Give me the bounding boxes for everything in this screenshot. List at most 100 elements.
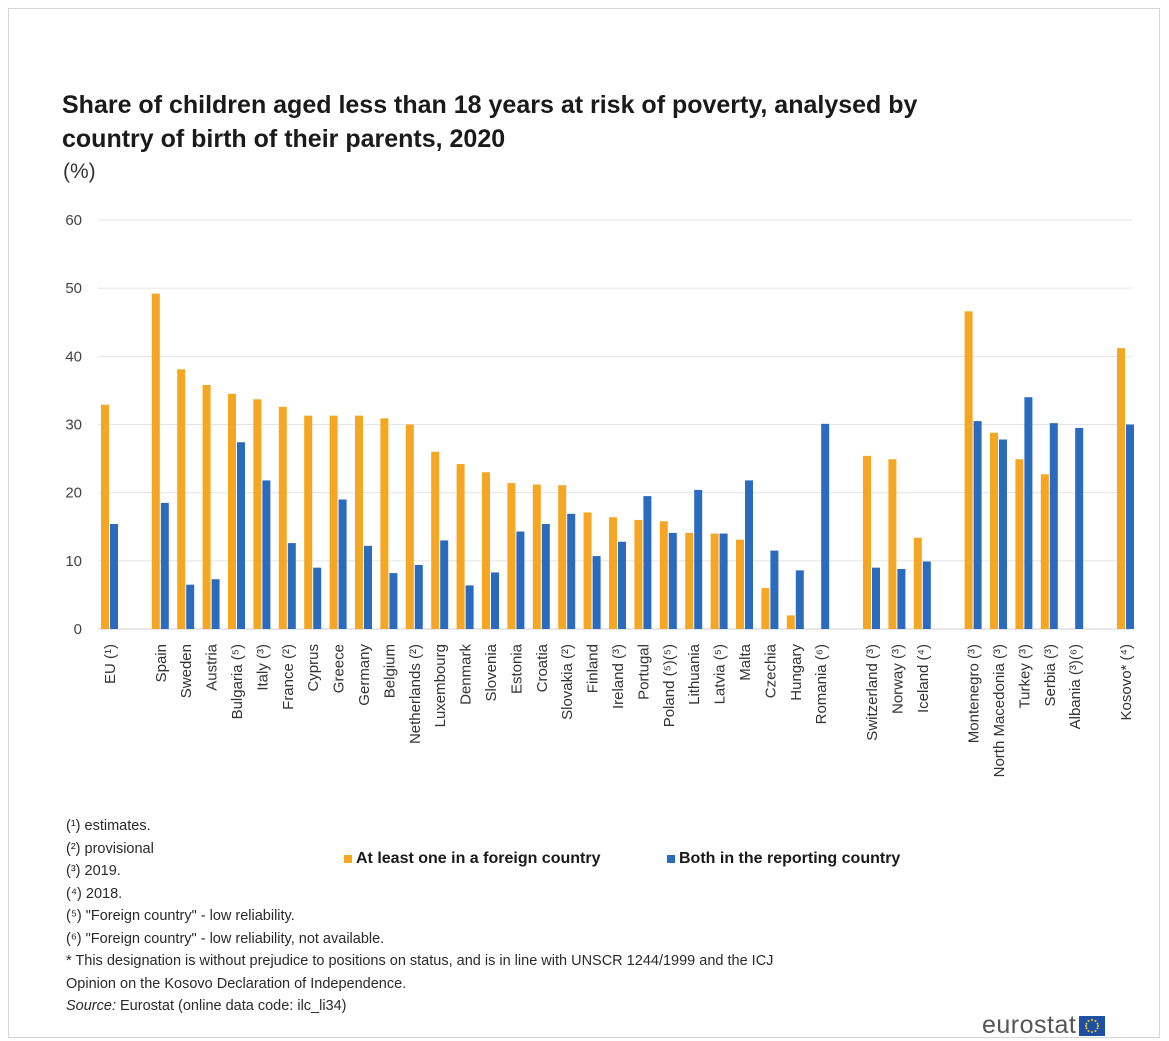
- bar-foreign: [659, 521, 668, 629]
- x-tick-label: Estonia: [508, 643, 525, 694]
- x-tick-label: Germany: [356, 644, 373, 706]
- legend-item-reporting: Both in the reporting country: [667, 850, 900, 868]
- bar-reporting: [567, 513, 576, 629]
- bar-reporting: [668, 532, 677, 629]
- bar-foreign: [532, 484, 541, 629]
- x-tick-label: Slovakia (²): [559, 644, 576, 720]
- legend-label-foreign: At least one in a foreign country: [356, 850, 601, 867]
- bar-foreign: [913, 537, 922, 629]
- x-tick-label: Croatia: [534, 643, 551, 692]
- x-tick-label: Albania (³)(⁶): [1067, 644, 1084, 729]
- bar-reporting: [1049, 423, 1058, 629]
- bar-reporting: [491, 572, 499, 629]
- x-tick-label: Slovenia: [483, 643, 500, 701]
- x-tick-label: Kosovo* (⁴): [1118, 644, 1135, 720]
- x-tick-label: Montenegro (³): [966, 644, 983, 743]
- bar-reporting: [110, 524, 118, 629]
- x-tick-label: Iceland (⁴): [915, 644, 932, 713]
- footnote: (⁶) "Foreign country" - low reliability,…: [66, 930, 385, 947]
- bar-reporting: [313, 567, 322, 629]
- bar-foreign: [431, 451, 440, 629]
- bar-reporting: [973, 421, 982, 629]
- x-tick-label: Hungary: [788, 644, 805, 701]
- source-label: Source:: [66, 998, 116, 1014]
- bar-reporting: [999, 439, 1007, 629]
- bar-foreign: [278, 406, 287, 629]
- x-tick-label: Romania (⁶): [813, 644, 830, 724]
- bar-reporting: [592, 556, 601, 629]
- bar-reporting: [338, 499, 347, 629]
- x-tick-label: France (²): [280, 644, 297, 710]
- bar-foreign: [329, 415, 338, 629]
- footnote: (⁴) 2018.: [66, 885, 123, 902]
- bar-reporting: [237, 442, 245, 629]
- bar-reporting: [160, 502, 169, 629]
- bar-foreign: [380, 418, 389, 629]
- bar-reporting: [364, 545, 372, 629]
- x-tick-label: Cyprus: [305, 644, 322, 692]
- legend-swatch-foreign: [344, 855, 352, 863]
- bar-foreign: [405, 424, 414, 629]
- bar-reporting: [872, 567, 880, 629]
- bar-reporting: [262, 480, 271, 629]
- bar-foreign: [786, 615, 795, 629]
- footnote: (⁵) "Foreign country" - low reliability.: [66, 908, 295, 924]
- bar-foreign: [151, 293, 160, 629]
- source-text: Eurostat (online data code: ilc_li34): [120, 998, 347, 1014]
- bar-reporting: [795, 570, 804, 629]
- x-tick-label: Poland (⁵)(⁵): [661, 644, 678, 727]
- x-tick-label: Denmark: [458, 644, 475, 705]
- x-tick-label: Luxembourg: [432, 644, 449, 727]
- footnotes: (¹) estimates. (²) provisional (³) 2019.…: [66, 815, 886, 1018]
- x-tick-label: Italy (³): [254, 644, 271, 691]
- y-tick-label: 40: [65, 348, 82, 365]
- chart-title: Share of children aged less than 18 year…: [62, 91, 918, 153]
- eu-flag-icon: [1079, 1015, 1106, 1036]
- eurostat-logo: eurostat: [982, 1011, 1106, 1040]
- bar-reporting: [541, 524, 550, 629]
- bar-foreign: [736, 539, 744, 629]
- bar-foreign: [583, 512, 592, 629]
- bar-foreign: [101, 404, 109, 629]
- y-tick-label: 50: [65, 280, 82, 297]
- x-tick-label: North Macedonia (³): [991, 644, 1008, 777]
- bar-reporting: [287, 543, 296, 629]
- bar-reporting: [745, 480, 753, 629]
- bar-foreign: [202, 384, 211, 629]
- bar-foreign: [355, 415, 363, 629]
- x-tick-label: Ireland (³): [610, 644, 627, 709]
- footnote: (¹) estimates.: [66, 818, 151, 834]
- bar-reporting: [1075, 427, 1084, 629]
- bar-reporting: [440, 540, 449, 629]
- bar-foreign: [507, 483, 516, 629]
- legend-item-foreign: At least one in a foreign country: [344, 850, 600, 868]
- footnote: * This designation is without prejudice …: [66, 953, 774, 969]
- bar-reporting: [897, 569, 906, 629]
- x-tick-label: Turkey (³): [1016, 644, 1033, 708]
- bar-foreign: [1015, 459, 1024, 629]
- legend-swatch-reporting: [667, 855, 675, 863]
- x-tick-label: Bulgaria (⁵): [229, 644, 246, 719]
- y-tick-label: 0: [74, 621, 82, 638]
- bar-foreign: [761, 588, 770, 629]
- bar-reporting: [1126, 424, 1134, 629]
- bar-reporting: [186, 584, 195, 629]
- x-tick-label: Latvia (⁵): [712, 644, 729, 704]
- bar-foreign: [685, 532, 694, 629]
- footnote: (³) 2019.: [66, 863, 121, 879]
- bar-foreign: [609, 517, 617, 629]
- bar-reporting: [922, 561, 931, 629]
- bar-reporting: [465, 585, 474, 629]
- bar-reporting: [414, 564, 423, 629]
- logo-text: eurostat: [982, 1011, 1077, 1039]
- source-note: Source: Eurostat (online data code: ilc_…: [66, 995, 886, 1018]
- x-tick-label: Switzerland (³): [864, 644, 881, 741]
- x-tick-label: Austria: [204, 643, 221, 690]
- bar-foreign: [253, 399, 262, 629]
- bar-reporting: [1024, 397, 1033, 629]
- bar-foreign: [228, 393, 236, 629]
- bar-foreign: [456, 464, 465, 629]
- bar-reporting: [389, 573, 398, 629]
- x-tick-label: Malta: [737, 643, 754, 680]
